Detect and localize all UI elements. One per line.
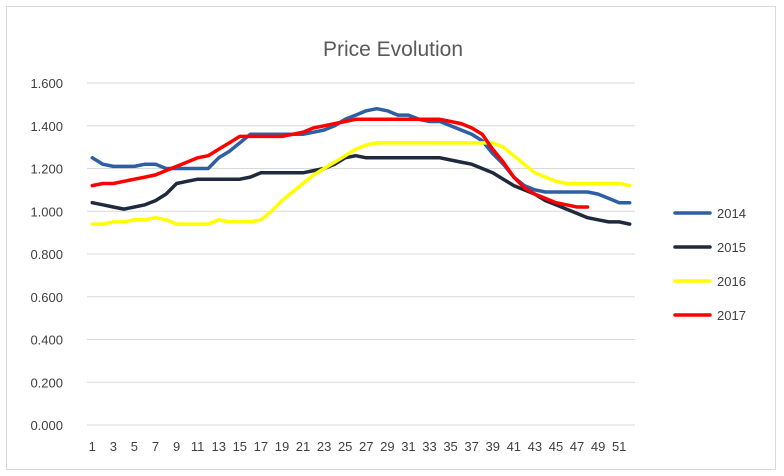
series-line-2016: [90, 141, 632, 226]
series-line-2015: [90, 153, 632, 226]
x-tick-label: 7: [152, 439, 159, 454]
x-tick-label: 51: [612, 439, 626, 454]
x-tick-label: 23: [317, 439, 331, 454]
series-line-2014: [90, 106, 632, 205]
x-tick-label: 41: [507, 439, 521, 454]
y-tick-label: 1.600: [30, 76, 63, 91]
x-tick-label: 11: [191, 439, 205, 454]
x-axis-tick-labels: 1 3 5 7 9 11 13 15 17 19 21 23 25 27 29 31 33 35 37 39 41 43 4…: [89, 439, 627, 454]
x-tick-label: 43: [528, 439, 542, 454]
x-tick-label: 19: [275, 439, 289, 454]
y-tick-label: 1.400: [30, 119, 63, 134]
x-tick-label: 29: [380, 439, 394, 454]
x-tick-label: 37: [464, 439, 478, 454]
x-tick-label: 13: [211, 439, 225, 454]
legend-label-2017: 2017: [717, 308, 746, 323]
x-tick-label: 3: [110, 439, 117, 454]
x-tick-label: 49: [591, 439, 605, 454]
x-tick-label: 27: [359, 439, 373, 454]
legend-label-2015: 2015: [717, 240, 746, 255]
chart-title: Price Evolution: [323, 38, 463, 61]
x-tick-label: 25: [338, 439, 352, 454]
x-tick-label: 1: [89, 439, 96, 454]
x-tick-label: 35: [443, 439, 457, 454]
chart-frame: Price Evolution 0.000 0.200 0.400 0.600 0.80…: [6, 6, 776, 470]
legend: 2014 2015 2016 2017: [673, 206, 746, 323]
legend-label-2014: 2014: [717, 206, 746, 221]
y-tick-label: 0.800: [30, 247, 63, 262]
legend-label-2016: 2016: [717, 274, 746, 289]
y-tick-label: 0.400: [30, 333, 63, 348]
y-tick-label: 0.000: [30, 418, 63, 433]
x-tick-label: 15: [233, 439, 247, 454]
x-tick-label: 33: [422, 439, 436, 454]
y-tick-label: 0.200: [30, 375, 63, 390]
line-chart: Price Evolution 0.000 0.200 0.400 0.600 0.80…: [30, 38, 746, 454]
x-tick-label: 17: [254, 439, 268, 454]
x-tick-label: 39: [485, 439, 499, 454]
y-tick-label: 1.200: [30, 162, 63, 177]
x-tick-label: 31: [401, 439, 415, 454]
x-tick-label: 21: [296, 439, 310, 454]
y-axis-tick-labels: 0.000 0.200 0.400 0.600 0.800 1.000 1.200 1.400…: [30, 76, 63, 433]
x-tick-label: 5: [131, 439, 138, 454]
x-tick-label: 9: [173, 439, 180, 454]
y-tick-label: 1.000: [30, 204, 63, 219]
x-tick-label: 45: [549, 439, 563, 454]
series-line-2017: [90, 117, 590, 209]
y-tick-label: 0.600: [30, 290, 63, 305]
gridlines: [87, 82, 635, 426]
series-lines: [90, 106, 632, 226]
x-tick-label: 47: [570, 439, 584, 454]
